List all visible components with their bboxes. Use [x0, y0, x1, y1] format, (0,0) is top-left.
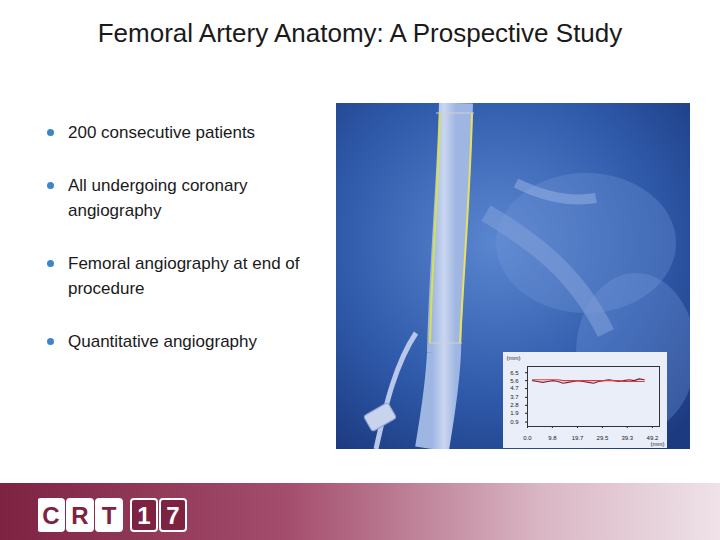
svg-text:39.3: 39.3 — [621, 435, 633, 441]
html-text:Quantitative angiography: Quantitative angiography — [68, 332, 257, 351]
svg-text:0.9: 0.9 — [510, 419, 519, 425]
svg-text:19.7: 19.7 — [572, 435, 584, 441]
svg-text:7: 7 — [166, 502, 179, 529]
svg-text:1.9: 1.9 — [510, 410, 519, 416]
svg-text:4.7: 4.7 — [510, 385, 519, 391]
svg-text:T: T — [102, 502, 117, 529]
svg-text:6.5: 6.5 — [510, 370, 519, 376]
svg-text:R: R — [71, 502, 88, 529]
svg-text:9.8: 9.8 — [548, 435, 557, 441]
html-text:All undergoing coronary angiog: All undergoing coronary angiography — [68, 176, 248, 220]
svg-text:1: 1 — [137, 502, 150, 529]
svg-text:2.8: 2.8 — [510, 402, 519, 408]
html-text:Femoral Artery Anatomy: A Pros: Femoral Artery Anatomy: A Prospective St… — [97, 18, 623, 48]
svg-text:C: C — [42, 502, 59, 529]
svg-text:29.5: 29.5 — [597, 435, 609, 441]
svg-text:(mm): (mm) — [507, 355, 521, 361]
svg-text:3.7: 3.7 — [510, 394, 519, 400]
svg-text:5.6: 5.6 — [510, 378, 519, 384]
svg-text:49.2: 49.2 — [646, 434, 659, 441]
svg-text:0.0: 0.0 — [523, 435, 532, 441]
html-text:200 consecutive patients: 200 consecutive patients — [68, 123, 256, 142]
svg-text:(mm): (mm) — [651, 441, 665, 447]
html-text:Femoral angiography at end of: Femoral angiography at end of procedure — [68, 254, 300, 298]
